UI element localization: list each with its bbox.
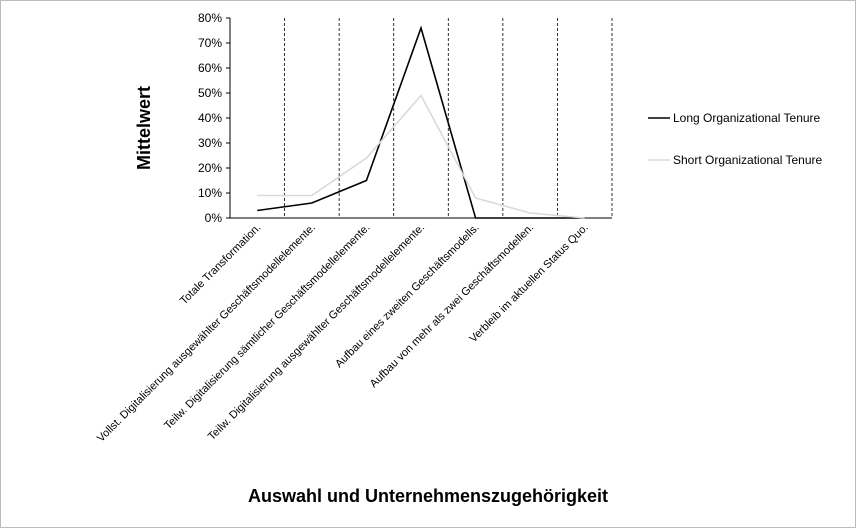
y-tick-label: 70% bbox=[198, 36, 222, 50]
legend-label: Short Organizational Tenure bbox=[673, 153, 823, 167]
y-tick-label: 0% bbox=[205, 211, 223, 225]
legend-label: Long Organizational Tenure bbox=[673, 111, 821, 125]
y-axis-label: Mittelwert bbox=[134, 86, 154, 170]
series-line bbox=[257, 94, 585, 219]
series-line bbox=[257, 25, 585, 219]
y-tick-label: 80% bbox=[198, 11, 222, 25]
y-tick-label: 60% bbox=[198, 61, 222, 75]
y-tick-label: 20% bbox=[198, 161, 222, 175]
x-axis-label: Auswahl und Unternehmenszugehörigkeit bbox=[248, 486, 608, 506]
y-tick-label: 50% bbox=[198, 86, 222, 100]
y-tick-label: 10% bbox=[198, 186, 222, 200]
y-tick-label: 40% bbox=[198, 111, 222, 125]
y-tick-label: 30% bbox=[198, 136, 222, 150]
